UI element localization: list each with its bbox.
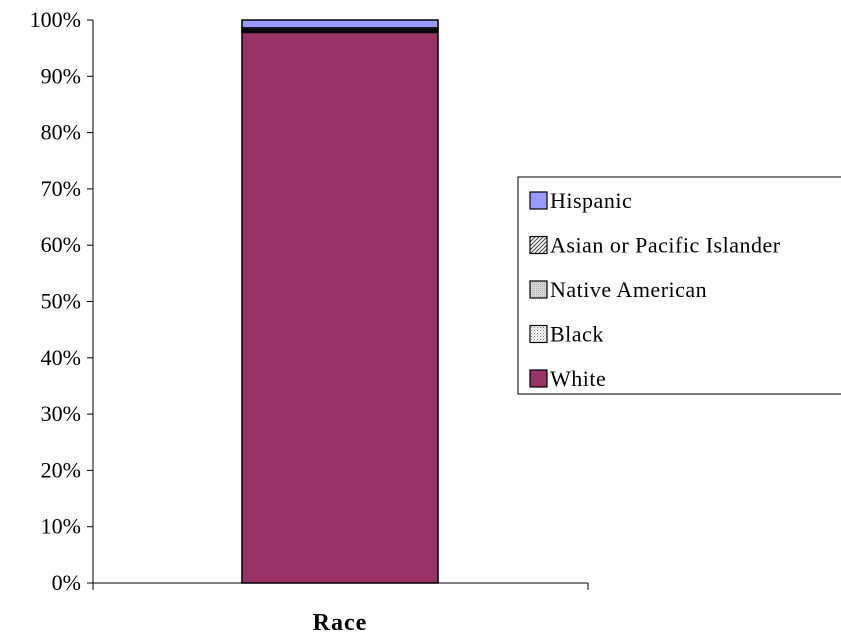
y-tick-label: 30% (41, 401, 81, 426)
legend-swatch (529, 280, 548, 299)
y-tick-label: 20% (41, 457, 81, 482)
legend-label: White (550, 366, 606, 391)
legend: Hispanic Asian or Pacific Islander Native … (517, 176, 841, 395)
y-tick-label: 70% (41, 176, 81, 201)
bar-stack (241, 19, 439, 584)
legend-swatch (529, 324, 548, 344)
y-tick-label: 60% (41, 232, 81, 257)
y-tick-label: 90% (41, 63, 81, 88)
bar-segment-hispanic (241, 19, 439, 29)
y-tick-label: 10% (41, 514, 81, 539)
legend-swatch (529, 369, 548, 388)
y-tick-label: 50% (41, 289, 81, 314)
x-axis (92, 582, 589, 590)
legend-label: Hispanic (550, 188, 632, 213)
y-tick-label: 100% (30, 7, 81, 32)
x-axis-label: Race (313, 610, 368, 636)
y-axis: 0% 10% 20% 30% 40% 50% 60% 70% 80% 90% 100% (30, 7, 94, 595)
legend-label: Asian or Pacific Islander (550, 233, 781, 258)
legend-swatch (529, 235, 548, 255)
legend-box (517, 176, 841, 395)
y-tick-label: 40% (41, 345, 81, 370)
legend-swatch (529, 191, 548, 210)
y-tick-label: 80% (41, 120, 81, 145)
y-tick-label: 0% (52, 570, 81, 595)
legend-label: Native American (550, 277, 707, 302)
bar-segment-white (241, 31, 439, 584)
legend-label: Black (550, 322, 604, 347)
